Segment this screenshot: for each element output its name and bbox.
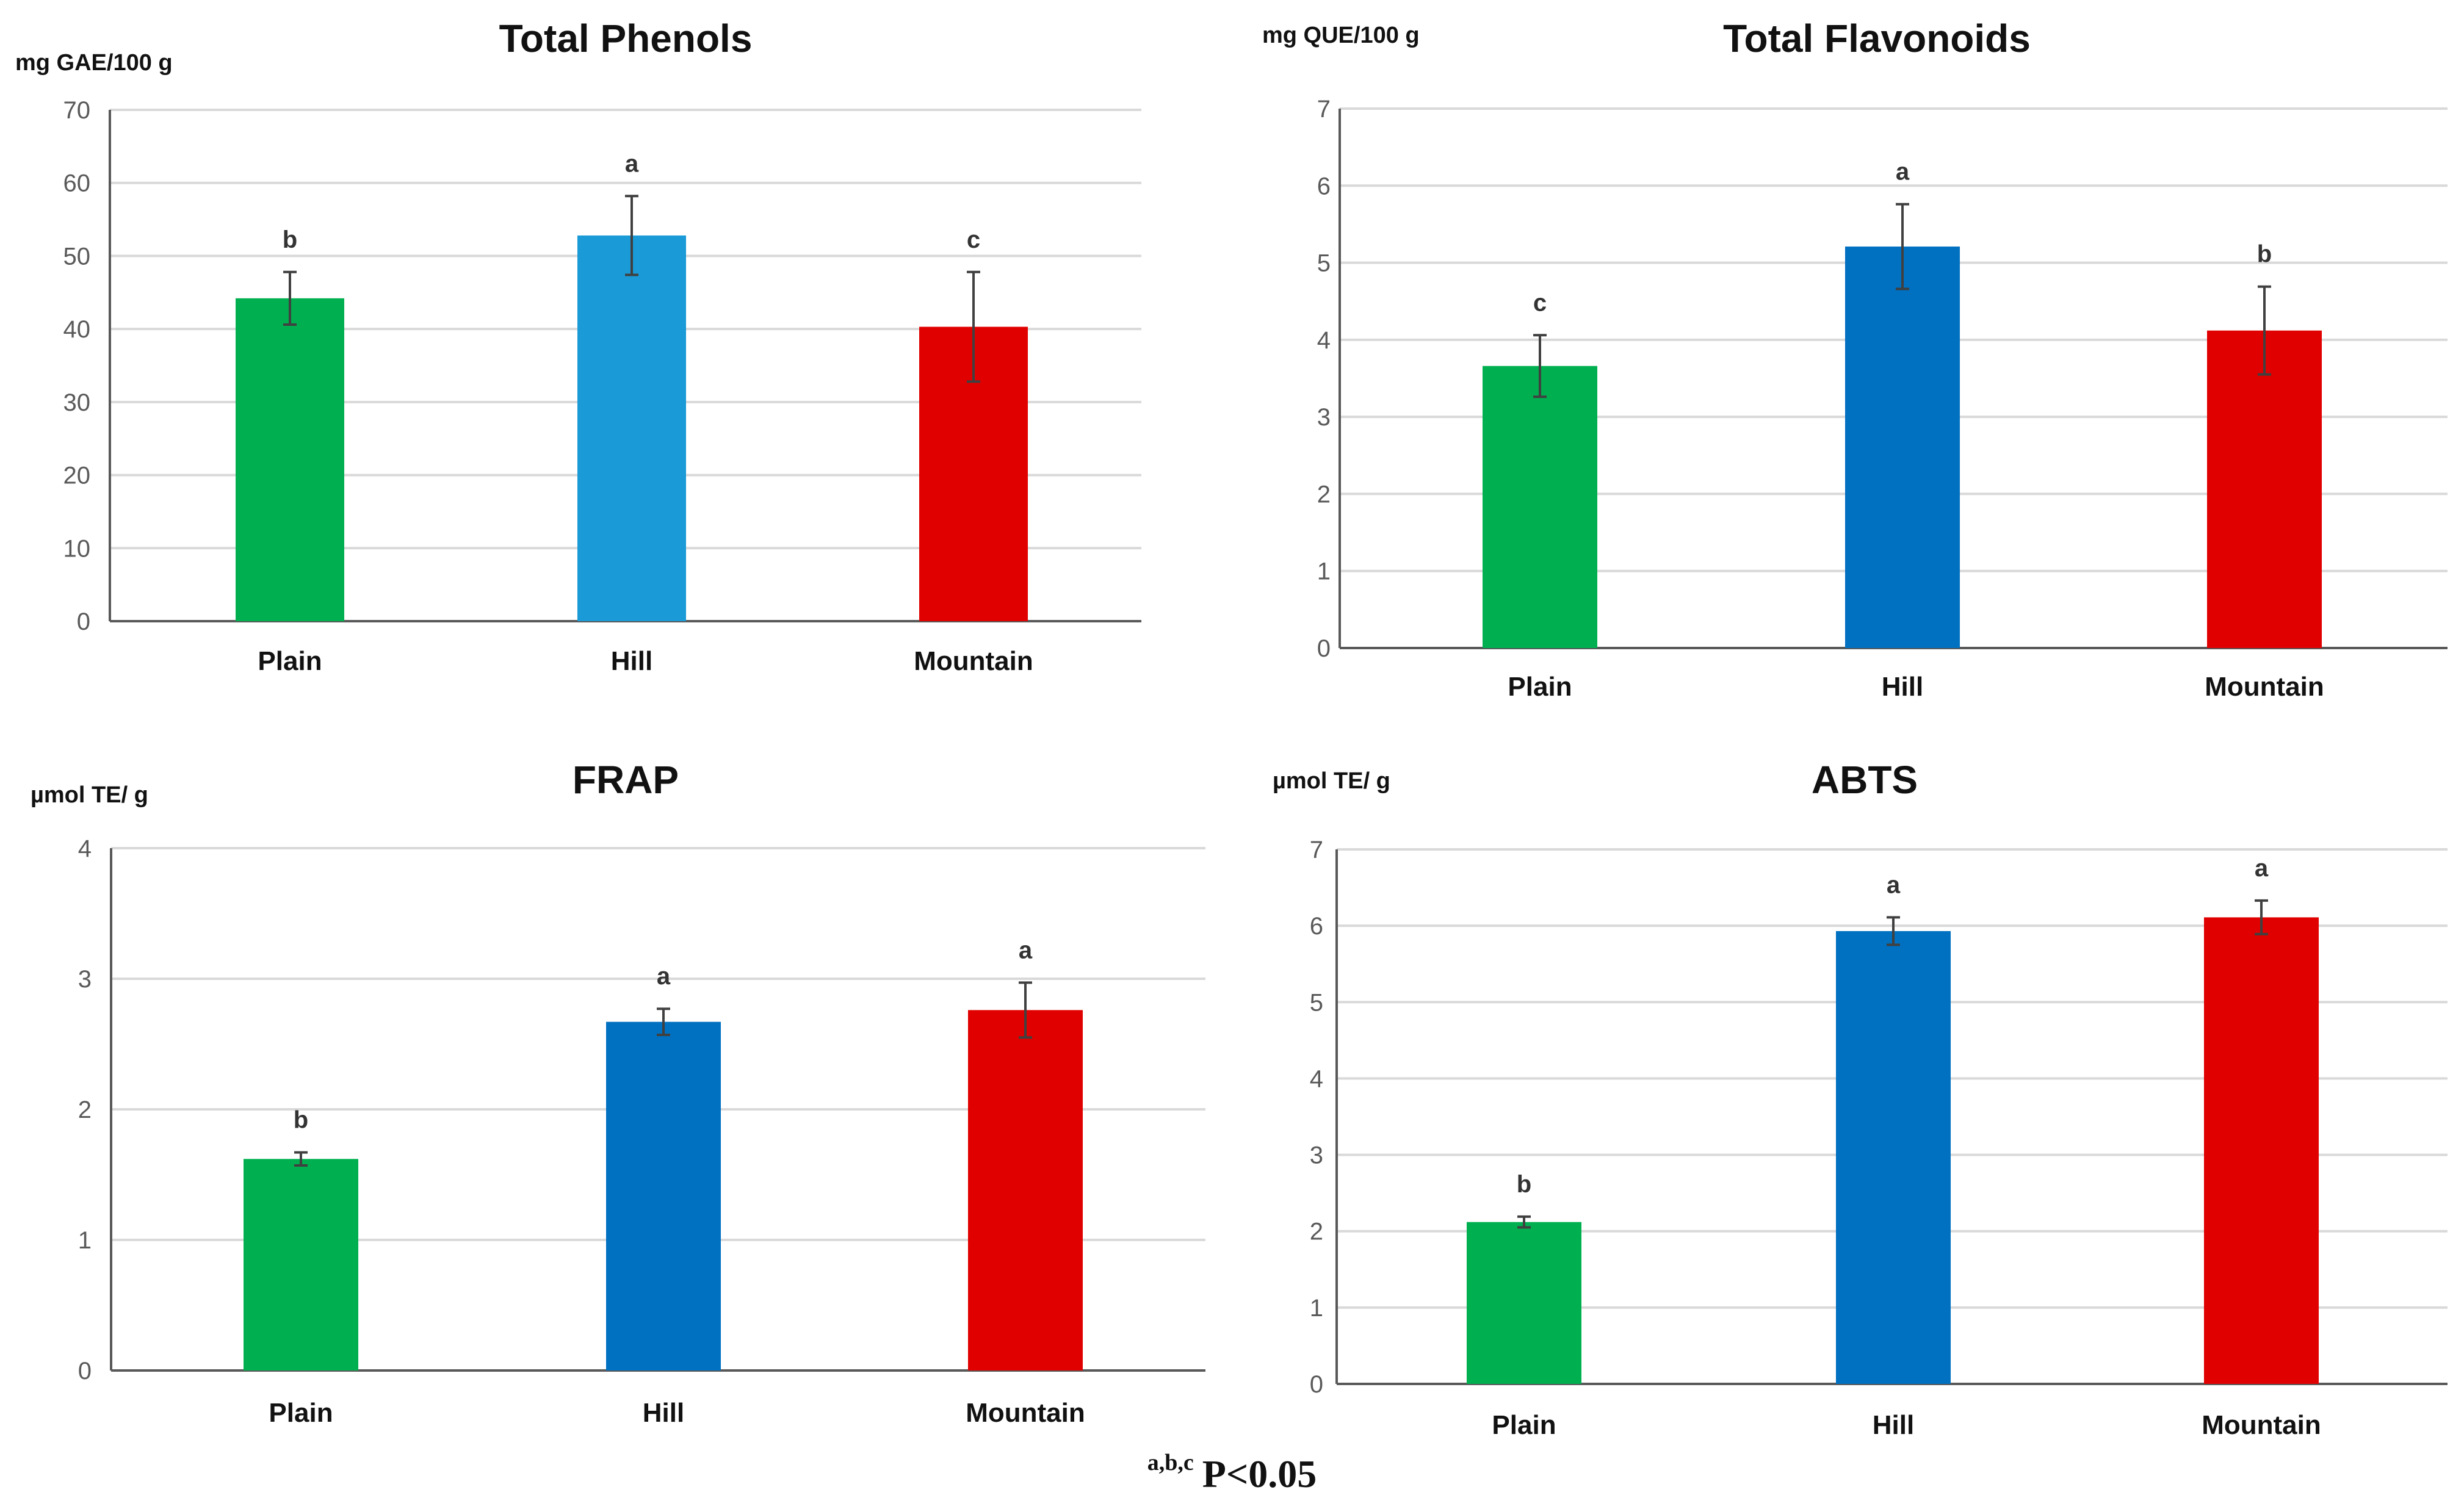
bar	[968, 1010, 1083, 1370]
x-category-label: Plain	[1508, 672, 1572, 702]
x-category-label: Mountain	[966, 1398, 1085, 1428]
y-axis-label: µmol TE/ g	[1273, 768, 1390, 794]
x-category-label: Hill	[643, 1398, 684, 1428]
y-tick-label: 0	[78, 1358, 92, 1385]
y-tick-label: 20	[63, 463, 91, 489]
significance-letter: b	[283, 226, 297, 253]
y-tick-label: 4	[1317, 327, 1331, 354]
x-category-label: Mountain	[2205, 672, 2324, 702]
significance-footnote: a,b,c P<0.05	[0, 1449, 2464, 1497]
chart-panel: 0 10 20 30 40 50 60 70 Total Phenols mg GAE/100 g…	[15, 16, 1141, 676]
y-tick-label: 0	[77, 608, 90, 635]
bar	[1836, 931, 1951, 1384]
chart-title: FRAP	[573, 758, 679, 802]
chart-panel: 0 1 2 3 4 5 6 7 ABTS µmol TE/ g b Plain a Hill a Mounta…	[1273, 758, 2448, 1440]
footnote-superscript: a,b,c	[1147, 1450, 1194, 1475]
y-tick-label: 60	[63, 170, 91, 197]
chart-title: Total Phenols	[499, 16, 753, 60]
chart-title: Total Flavonoids	[1723, 16, 2031, 60]
bar	[1467, 1222, 1581, 1384]
footnote-text: P<0.05	[1202, 1452, 1317, 1496]
y-tick-label: 3	[78, 966, 92, 993]
y-tick-label: 5	[1310, 989, 1323, 1016]
significance-letter: b	[294, 1107, 308, 1134]
y-tick-label: 0	[1317, 635, 1331, 662]
chart-title: ABTS	[1812, 758, 1918, 802]
bar	[1845, 247, 1960, 649]
bar	[236, 298, 344, 621]
x-category-label: Hill	[611, 646, 652, 676]
bar	[606, 1021, 721, 1370]
y-tick-label: 7	[1310, 837, 1323, 863]
chart-panel: 0 1 2 3 4 5 6 7 Total Flavonoids mg QUE/100 g c Pla…	[1262, 16, 2448, 702]
y-tick-label: 1	[78, 1227, 92, 1254]
significance-letter: c	[967, 226, 980, 253]
x-category-label: Plain	[258, 646, 322, 676]
significance-letter: a	[625, 150, 639, 177]
bar	[2207, 330, 2322, 648]
y-tick-label: 6	[1317, 173, 1331, 200]
x-category-label: Hill	[1882, 672, 1923, 702]
y-tick-label: 5	[1317, 250, 1331, 277]
x-category-label: Plain	[269, 1398, 333, 1428]
y-tick-label: 50	[63, 243, 91, 270]
x-category-label: Plain	[1492, 1410, 1556, 1440]
bar	[2204, 917, 2319, 1384]
y-axis-label: mg QUE/100 g	[1262, 23, 1420, 48]
chart-panel: 0 1 2 3 4 FRAP µmol TE/ g b Plain a Hill a Mountain	[31, 758, 1205, 1428]
y-tick-label: 1	[1310, 1295, 1323, 1322]
bar	[577, 235, 686, 621]
y-tick-label: 0	[1310, 1371, 1323, 1398]
bar	[244, 1159, 358, 1370]
significance-letter: a	[1887, 871, 1901, 898]
y-tick-label: 4	[78, 835, 92, 862]
y-tick-label: 2	[78, 1097, 92, 1123]
y-tick-label: 2	[1317, 481, 1331, 508]
y-tick-label: 30	[63, 389, 91, 416]
y-axis-label: µmol TE/ g	[31, 782, 148, 808]
y-tick-label: 70	[63, 97, 91, 124]
y-tick-label: 3	[1310, 1142, 1323, 1169]
y-axis-label: mg GAE/100 g	[15, 50, 173, 76]
significance-letter: c	[1533, 289, 1547, 316]
x-category-label: Hill	[1873, 1410, 1914, 1440]
bar	[1483, 366, 1597, 648]
y-tick-label: 2	[1310, 1219, 1323, 1245]
significance-letter: a	[1019, 937, 1033, 963]
y-tick-label: 3	[1317, 404, 1331, 431]
x-category-label: Mountain	[914, 646, 1033, 676]
significance-letter: b	[2257, 241, 2272, 268]
significance-letter: b	[1517, 1171, 1531, 1198]
significance-letter: a	[2255, 855, 2269, 882]
y-tick-label: 40	[63, 316, 91, 343]
y-tick-label: 10	[63, 535, 91, 562]
significance-letter: a	[1896, 159, 1910, 185]
x-category-label: Mountain	[2202, 1410, 2321, 1440]
y-tick-label: 4	[1310, 1065, 1323, 1092]
y-tick-label: 1	[1317, 558, 1331, 585]
y-tick-label: 6	[1310, 913, 1323, 940]
significance-letter: a	[657, 963, 671, 990]
y-tick-label: 7	[1317, 96, 1331, 123]
